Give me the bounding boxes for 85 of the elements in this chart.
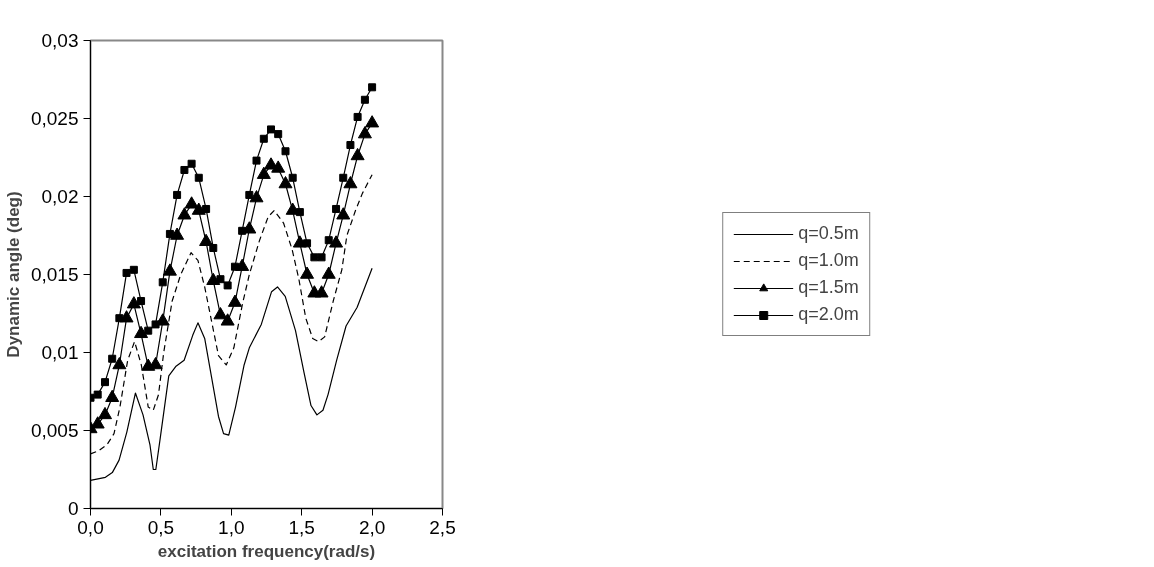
- point: [360, 95, 369, 104]
- legend-label: q=2.0m: [798, 304, 859, 325]
- point: [165, 229, 174, 238]
- y-axis-title: Dynamic angle (deg): [3, 191, 23, 358]
- point: [357, 126, 372, 139]
- point: [238, 226, 247, 235]
- point: [350, 147, 365, 161]
- point: [105, 389, 120, 402]
- x-axis-title: excitation frequency(rad/s): [157, 541, 376, 561]
- point: [300, 266, 315, 279]
- point: [177, 207, 192, 220]
- point: [151, 320, 160, 329]
- point: [267, 125, 276, 134]
- point: [324, 236, 333, 245]
- y-tick-label: 0,03: [41, 30, 79, 51]
- x-tick-label: 0,0: [77, 516, 104, 538]
- point: [259, 134, 268, 143]
- y-tick-label: 0: [67, 498, 79, 519]
- point: [180, 165, 189, 174]
- point: [115, 314, 124, 323]
- point: [249, 190, 264, 203]
- point: [108, 354, 117, 363]
- point: [191, 202, 206, 215]
- point: [170, 227, 185, 240]
- point: [281, 147, 290, 156]
- point: [314, 285, 329, 298]
- point: [329, 235, 344, 248]
- point: [353, 112, 362, 121]
- point: [227, 294, 242, 307]
- y-tick-label: 0,01: [41, 342, 79, 363]
- point: [112, 356, 127, 370]
- point: [220, 313, 235, 326]
- point: [216, 275, 225, 284]
- point: [332, 204, 341, 213]
- point: [173, 190, 182, 199]
- x-tick-label: 2,0: [358, 516, 386, 538]
- x-tick-label: 1,5: [288, 516, 315, 538]
- point: [336, 207, 351, 220]
- point: [126, 296, 141, 309]
- y-tick-label: 0,005: [30, 420, 79, 441]
- point: [271, 160, 286, 173]
- point: [278, 176, 293, 189]
- y-tick-label: 0,02: [41, 186, 79, 207]
- point: [368, 83, 377, 92]
- y-tick-label: 0,015: [30, 264, 79, 285]
- point: [134, 325, 149, 339]
- point: [90, 416, 105, 429]
- point: [223, 281, 232, 290]
- point: [129, 265, 138, 274]
- point: [162, 263, 177, 276]
- point: [274, 130, 283, 139]
- point: [98, 406, 112, 420]
- point: [199, 233, 214, 246]
- point: [93, 390, 102, 399]
- point: [321, 266, 336, 279]
- point: [256, 166, 271, 179]
- point: [303, 239, 312, 248]
- point: [245, 190, 254, 199]
- legend-label: q=1.0m: [798, 250, 859, 271]
- point: [194, 173, 203, 182]
- x-tick-label: 2,5: [429, 516, 456, 538]
- x-tick-label: 1,0: [218, 516, 245, 538]
- point: [252, 156, 261, 165]
- point: [122, 268, 131, 277]
- y-tick-label: 0,025: [30, 108, 79, 129]
- point: [158, 278, 167, 287]
- point: [202, 204, 211, 213]
- point: [365, 115, 380, 128]
- legend-label: q=1.5m: [798, 277, 859, 298]
- legend-label: q=0.5m: [798, 223, 859, 244]
- point: [288, 173, 297, 182]
- point: [317, 253, 326, 262]
- point: [144, 326, 153, 335]
- point: [187, 159, 196, 168]
- point: [209, 243, 218, 252]
- point: [101, 378, 109, 387]
- point: [343, 176, 358, 189]
- point: [346, 141, 355, 150]
- point: [230, 262, 239, 271]
- point: [339, 173, 348, 182]
- point: [184, 196, 199, 209]
- point: [295, 208, 304, 217]
- point: [213, 307, 228, 320]
- x-tick-label: 0,5: [147, 516, 175, 538]
- point: [137, 297, 146, 306]
